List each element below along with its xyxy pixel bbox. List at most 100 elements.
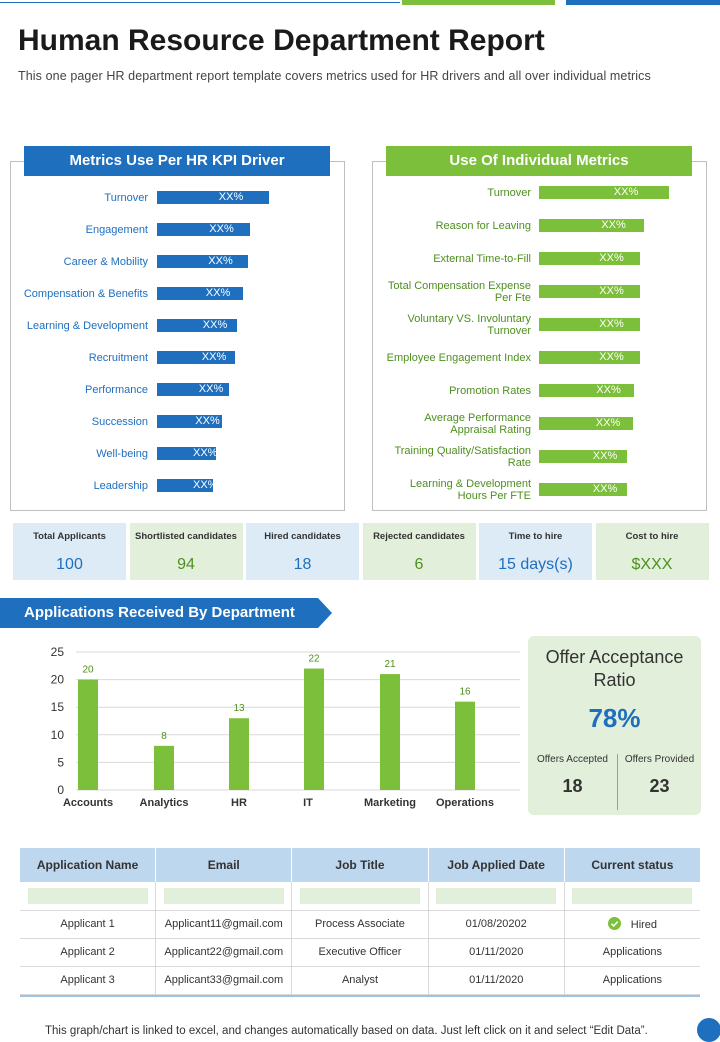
y-tick-label: 15 [51, 700, 65, 714]
table-cell-name: Applicant 3 [20, 966, 157, 995]
filter-input[interactable] [572, 887, 693, 904]
kpi-card: Rejected candidates 6 [362, 523, 476, 580]
top-accent-green [402, 0, 555, 5]
table-cell-job: Analyst [291, 966, 429, 995]
filter-input[interactable] [27, 887, 148, 904]
table-row: Applicant 1 Applicant11@gmail.com Process … [20, 910, 700, 939]
offer-acceptance-card: Offer Acceptance Ratio 78% Offers Accept… [528, 636, 701, 815]
bar-fill: XX% [539, 186, 669, 199]
col-email[interactable]: Email [155, 848, 293, 882]
bar-fill: XX% [539, 450, 627, 463]
filter-cell[interactable] [291, 882, 429, 911]
kpi-value: 100 [56, 556, 83, 573]
table-cell-name: Applicant 2 [20, 938, 157, 967]
footer-note: This graph/chart is linked to excel, and… [45, 1025, 648, 1037]
bar-fill: XX% [157, 383, 229, 396]
table-bottom-rule [20, 995, 700, 997]
bar-label: External Time-to-Fill [433, 253, 531, 265]
kpi-card: Cost to hire $XXX [595, 523, 709, 580]
col-current-status[interactable]: Current status [564, 848, 700, 882]
bar-label: Learning & Development Hours Per FTE [409, 478, 531, 502]
table-cell-date: 01/08/20202 [428, 910, 565, 939]
bar-label: Engagement [85, 224, 148, 236]
bar-label: Career & Mobility [63, 256, 148, 268]
filter-input[interactable] [299, 887, 420, 904]
bar-fill: XX% [157, 415, 222, 428]
applications-bar-chart: 0 5 10 15 20 25 20 Accounts 8 Analytics 13 HR 22 IT 21… [51, 645, 520, 809]
filter-cell[interactable] [20, 882, 157, 911]
filter-cell[interactable] [155, 882, 293, 911]
bar-label: Voluntary VS. Involuntary Turnover [407, 313, 531, 337]
table-cell-email: Applicant22@gmail.com [155, 938, 293, 967]
kpi-card: Time to hire 15 days(s) [479, 523, 592, 580]
bar-label: Reason for Leaving [435, 220, 531, 232]
kpi-label: Total Applicants [33, 531, 106, 542]
kpi-card: Total Applicants 100 [13, 523, 126, 580]
x-tick-label: IT [303, 797, 313, 809]
y-tick-label: 5 [57, 755, 64, 769]
filter-cell[interactable] [564, 882, 700, 911]
table-cell-name: Applicant 1 [20, 910, 157, 939]
data-label: 16 [459, 687, 471, 698]
bar-label: Well-being [96, 448, 148, 460]
kpi-label: Rejected candidates [373, 531, 465, 542]
table-cell-date: 01/11/2020 [428, 966, 565, 995]
table-cell-status: Hired [564, 910, 700, 939]
filter-input[interactable] [436, 887, 557, 904]
x-tick-label: Marketing [364, 797, 416, 809]
kpi-value: 94 [177, 556, 195, 573]
table-cell-date: 01/11/2020 [428, 938, 565, 967]
bar-fill: XX% [539, 483, 627, 496]
bar-fill: XX% [539, 384, 634, 397]
col-application-name[interactable]: Application Name [20, 848, 157, 882]
data-label: 20 [82, 665, 94, 676]
table-cell-email: Applicant33@gmail.com [155, 966, 293, 995]
kpi-label: Time to hire [508, 531, 563, 542]
kpi-value: $XXX [631, 556, 673, 573]
status-text: Hired [630, 919, 658, 931]
filter-input[interactable] [163, 887, 284, 904]
bar-label: Average Performance Appraisal Rating [424, 412, 531, 436]
x-tick-label: Operations [436, 797, 494, 809]
table-row: Applicant 3 Applicant33@gmail.com Analyst 0… [20, 966, 700, 995]
x-tick-label: Accounts [63, 797, 113, 809]
applicants-table: Application Name Email Job Title Job App… [20, 848, 700, 995]
kpi-card: Hired candidates 18 [246, 523, 359, 580]
bar-label: Turnover [104, 192, 148, 204]
bar-fill: XX% [157, 223, 250, 236]
x-tick-label: HR [231, 797, 247, 809]
kpi-card: Shortlisted candidates 94 [129, 523, 243, 580]
offer-divider [617, 754, 618, 810]
bar-label: Learning & Development [26, 320, 148, 332]
top-accent-blue [566, 0, 720, 5]
col-job-title[interactable]: Job Title [291, 848, 429, 882]
y-tick-label: 10 [51, 728, 65, 742]
x-tick-label: Analytics [140, 797, 189, 809]
data-label: 8 [161, 731, 167, 742]
data-label: 22 [308, 654, 320, 665]
bar-fill: XX% [157, 479, 217, 492]
offers-accepted-value: 18 [562, 776, 583, 796]
bar-label: Recruitment [88, 352, 148, 364]
col-job-applied-date[interactable]: Job Applied Date [428, 848, 565, 882]
bar-label: Compensation & Benefits [23, 288, 148, 300]
chart-bar [455, 701, 475, 790]
page-title: Human Resource Department Report [18, 24, 545, 57]
bar-label: Promotion Rates [449, 385, 531, 397]
data-label: 13 [233, 703, 245, 714]
offers-provided-label: Offers Provided [624, 754, 695, 765]
filter-cell[interactable] [428, 882, 565, 911]
kpi-label: Cost to hire [625, 531, 679, 542]
table-cell-job: Process Associate [291, 910, 429, 939]
table-cell-email: Applicant11@gmail.com [155, 910, 293, 939]
table-cell-status: Applications [564, 966, 700, 995]
bar-fill: XX% [157, 287, 243, 300]
kpi-value: 18 [293, 556, 312, 573]
chart-bar [78, 679, 98, 790]
kpi-value: 6 [414, 556, 424, 573]
bar-fill: XX% [157, 351, 235, 364]
table-filter-row [20, 882, 700, 911]
top-rule [0, 2, 400, 3]
bar-label: Succession [91, 416, 148, 428]
chart-bar [229, 718, 249, 790]
